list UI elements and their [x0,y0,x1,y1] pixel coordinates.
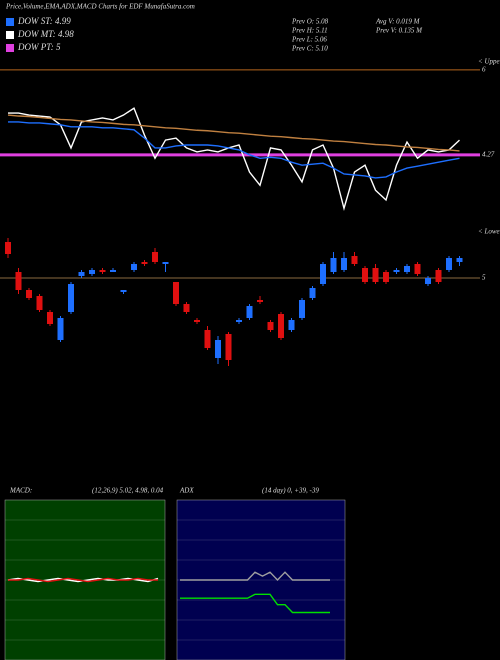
stat-label: Prev V: 0.135 M [375,27,423,35]
candle-body [225,334,232,360]
reference-label: 4.27 [482,150,495,158]
candle-body [204,330,211,348]
candle-body [5,242,11,254]
panel-subtitle: (12,26,9) 5.02, 4.98, 0.04 [92,487,164,495]
stat-label: Prev O: 5.08 [291,18,329,26]
candle-body [299,300,305,318]
candle-body [372,268,379,282]
candle-body [183,304,190,312]
candle-body [141,262,148,264]
candle-body [162,262,169,264]
candle-body [435,270,442,282]
legend-swatch [6,31,14,39]
candle-body [414,264,421,274]
candle-body [120,290,127,292]
candle-body [456,258,463,262]
candle-body [309,288,316,298]
candle-body [341,258,347,270]
series-line [180,593,330,614]
candle-body [110,270,116,272]
candle-body [446,258,452,270]
reference-label: 5 [482,274,486,282]
stat-label: Prev H: 5.11 [291,27,328,35]
reference-label: 6 [482,65,486,73]
candle-body [47,312,53,324]
candle-body [330,258,337,272]
candle-body [36,296,43,310]
candle-body [404,266,410,272]
legend-label: DOW MT: 4.98 [17,29,74,39]
candle-body [99,270,106,272]
panel-annotation: < Upper [478,58,500,66]
candle-body [131,264,137,270]
series-line [180,571,330,582]
candle-body [68,284,74,312]
legend-label: DOW ST: 4.99 [17,16,71,26]
candle-body [393,270,400,272]
stat-label: Prev C: 5.10 [291,45,328,53]
candle-body [383,272,389,282]
candle-body [194,320,200,322]
candle-body [278,314,284,338]
candle-body [57,318,64,340]
candle-body [288,320,295,330]
panel-subtitle: (14 day) 0, +39, -39 [262,487,319,495]
series-line [8,121,460,179]
legend-swatch [6,18,14,26]
legend-label: DOW PT: 5 [17,42,61,52]
candle-body [351,256,358,264]
candle-body [215,340,221,358]
legend-swatch [6,44,14,52]
candle-body [78,272,85,276]
panel-annotation: < Lower [478,228,500,236]
page-title: Price,Volume,EMA,ADX,MACD Charts for EDF… [5,3,195,11]
candle-body [320,264,326,284]
candle-body [362,268,368,282]
panel-title: ADX [179,487,194,495]
candle-body [15,272,22,290]
candle-body [246,306,253,318]
candle-body [257,300,263,302]
panel-title: MACD: [9,487,32,495]
candle-body [267,322,274,330]
candle-body [89,270,95,274]
candle-body [26,290,32,298]
candle-body [152,252,158,262]
candle-body [236,320,242,322]
series-line [7,114,460,152]
stat-label: Prev L: 5.06 [291,36,327,44]
candle-body [425,278,431,284]
series-line [8,577,158,583]
stat-label: Avg V: 0.019 M [375,18,421,26]
candle-body [173,282,179,304]
